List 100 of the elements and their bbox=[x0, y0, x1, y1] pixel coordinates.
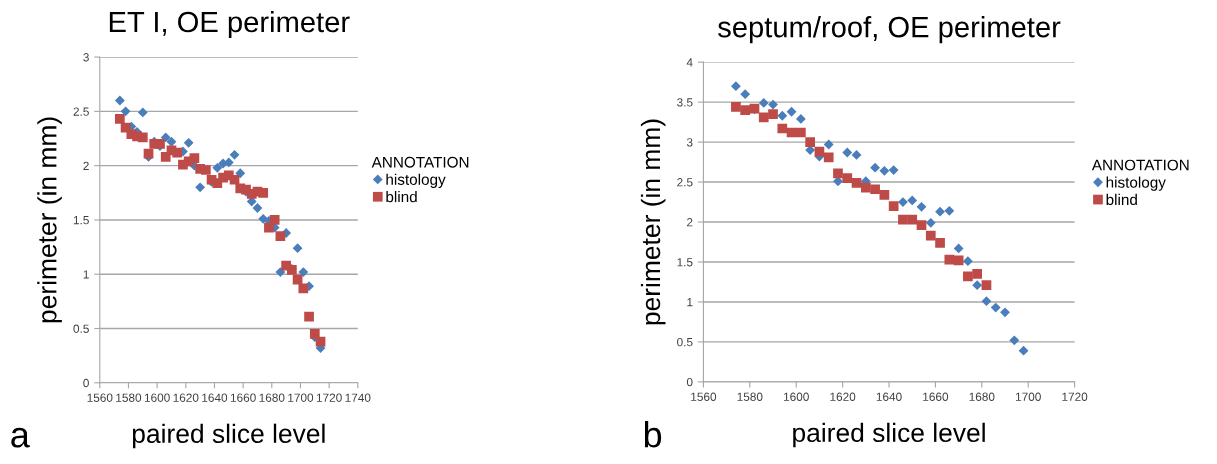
point bbox=[981, 296, 992, 307]
x-tick-label: 1600 bbox=[144, 393, 170, 402]
x-tick-label: 1620 bbox=[830, 392, 856, 401]
y-tick-label: 0 bbox=[83, 378, 89, 388]
x-tick-label: 1680 bbox=[969, 392, 995, 401]
point bbox=[935, 206, 945, 217]
point bbox=[944, 254, 955, 265]
chart-title: ET I, OE perimeter bbox=[109, 10, 350, 39]
point bbox=[298, 283, 309, 294]
y-tick-label: 3 bbox=[83, 53, 89, 62]
point bbox=[823, 152, 834, 163]
y-tick-label: 2.5 bbox=[677, 178, 693, 187]
point bbox=[842, 173, 853, 183]
point bbox=[768, 109, 778, 119]
y-tick-label: 3.5 bbox=[677, 98, 693, 107]
point bbox=[796, 127, 806, 138]
point bbox=[731, 102, 741, 112]
point bbox=[907, 195, 918, 206]
x-tick-label: 1580 bbox=[116, 393, 142, 402]
point bbox=[953, 243, 964, 254]
y-axis-title: perimeter (in mm) bbox=[37, 117, 62, 323]
point bbox=[252, 203, 263, 213]
point bbox=[898, 197, 908, 207]
point bbox=[944, 205, 955, 216]
x-tick-label: 1720 bbox=[316, 393, 342, 402]
x-axis-title: paired slice level bbox=[793, 422, 985, 448]
point bbox=[888, 165, 899, 175]
point bbox=[212, 162, 223, 173]
point bbox=[229, 174, 240, 185]
point bbox=[777, 110, 788, 121]
point bbox=[935, 237, 945, 248]
point bbox=[1009, 335, 1020, 346]
x-tick-label: 1660 bbox=[230, 393, 256, 402]
point bbox=[309, 329, 320, 339]
point bbox=[972, 280, 983, 291]
point bbox=[292, 243, 303, 254]
point bbox=[298, 267, 309, 277]
point bbox=[137, 132, 148, 143]
point bbox=[143, 148, 154, 159]
point bbox=[269, 215, 280, 225]
y-tick-label: 1.5 bbox=[73, 216, 89, 225]
point bbox=[842, 147, 853, 158]
point bbox=[916, 220, 927, 231]
text: a bbox=[11, 427, 30, 448]
point bbox=[879, 165, 890, 176]
point bbox=[740, 105, 751, 115]
point bbox=[120, 106, 131, 117]
point bbox=[860, 182, 871, 193]
legend-label: blind bbox=[386, 191, 417, 203]
point bbox=[786, 106, 797, 117]
point bbox=[114, 95, 125, 106]
y-tick-label: 1 bbox=[83, 270, 89, 279]
point bbox=[851, 149, 862, 160]
point bbox=[258, 187, 269, 198]
x-tick-label: 1560 bbox=[691, 392, 717, 401]
point bbox=[730, 81, 741, 92]
x-tick-label: 1560 bbox=[87, 393, 113, 402]
y-tick-label: 4 bbox=[686, 58, 693, 67]
y-tick-label: 0.5 bbox=[677, 337, 693, 347]
point bbox=[981, 280, 992, 291]
point bbox=[229, 149, 240, 160]
point bbox=[740, 89, 751, 100]
point bbox=[888, 201, 899, 211]
point bbox=[870, 184, 880, 195]
y-tick-label: 0 bbox=[686, 377, 693, 387]
point bbox=[137, 107, 148, 118]
point bbox=[275, 231, 286, 242]
y-axis-title: perimeter (in mm) bbox=[640, 119, 666, 325]
point bbox=[235, 168, 246, 179]
legend-label: histology bbox=[386, 173, 446, 188]
x-tick-label: 1700 bbox=[1015, 392, 1041, 401]
legend-title: ANNOTATION bbox=[1091, 159, 1189, 171]
x-tick-label: 1620 bbox=[173, 393, 199, 402]
point bbox=[275, 267, 286, 277]
x-tick-label: 1580 bbox=[737, 392, 763, 401]
point bbox=[833, 168, 843, 179]
point bbox=[758, 98, 769, 108]
x-tick-label: 1600 bbox=[783, 392, 809, 401]
y-tick-label: 2.5 bbox=[73, 107, 89, 116]
legend-title: ANNOTATION bbox=[371, 156, 469, 168]
point bbox=[166, 136, 177, 147]
point bbox=[172, 147, 183, 158]
chart-title: septum/roof, OE perimeter bbox=[718, 16, 1061, 44]
point bbox=[183, 137, 194, 148]
x-tick-label: 1720 bbox=[1062, 392, 1088, 401]
legend-label: histology bbox=[1106, 176, 1166, 191]
y-tick-label: 1.5 bbox=[677, 258, 693, 267]
point bbox=[879, 189, 890, 200]
point bbox=[795, 114, 806, 124]
point bbox=[201, 165, 211, 175]
y-tick-label: 1 bbox=[687, 298, 693, 307]
x-tick-label: 1640 bbox=[876, 392, 902, 401]
point bbox=[814, 146, 825, 157]
point bbox=[925, 230, 936, 241]
point bbox=[1018, 345, 1029, 356]
point bbox=[115, 114, 125, 124]
text: b bbox=[644, 421, 662, 448]
y-tick-label: 2 bbox=[83, 161, 89, 170]
point bbox=[195, 182, 206, 193]
point bbox=[160, 132, 171, 143]
